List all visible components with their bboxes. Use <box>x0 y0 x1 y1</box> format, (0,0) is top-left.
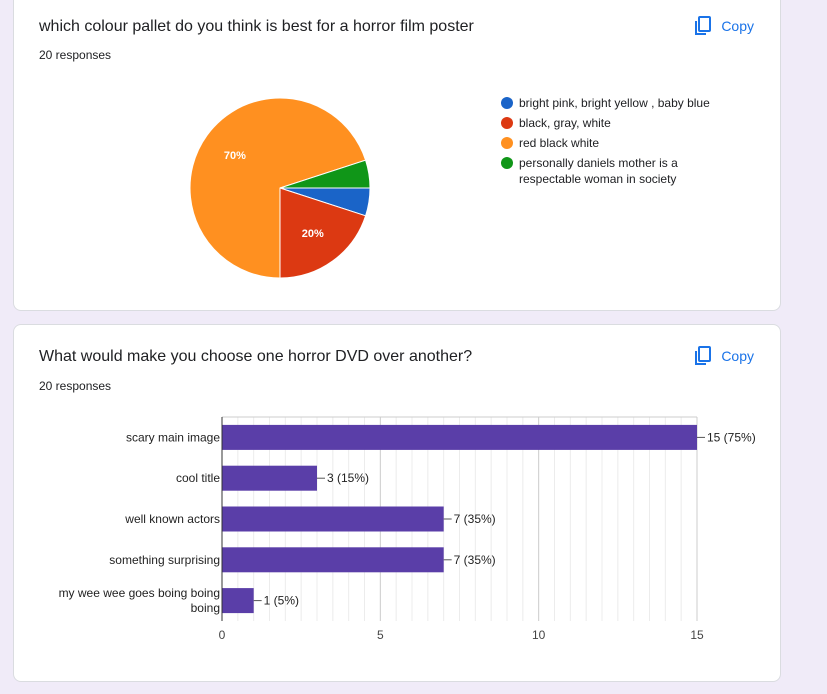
legend-item[interactable]: bright pink, bright yellow , baby blue <box>501 95 719 111</box>
pie-slice-label: 70% <box>224 150 246 162</box>
bar[interactable] <box>222 424 697 450</box>
pie-chart: 20% 70% <box>189 97 371 279</box>
bar-chart: 0 5 10 15 scary main image 15 (75%) cool title… <box>59 416 756 642</box>
legend-item[interactable]: red black white <box>501 135 719 151</box>
copy-chart-button[interactable]: Copy <box>694 16 754 36</box>
x-tick-label: 0 <box>219 628 226 642</box>
category-label: something surprising <box>109 553 220 567</box>
category-label: scary main image <box>126 430 220 444</box>
legend-item[interactable]: personally daniels mother is a respectab… <box>501 155 719 187</box>
bar[interactable] <box>222 547 444 573</box>
pie-legend: bright pink, bright yellow , baby blue bl… <box>501 95 719 191</box>
question-title: which colour pallet do you think is best… <box>39 18 474 35</box>
legend-swatch <box>501 137 513 149</box>
bar[interactable] <box>222 506 444 532</box>
question-card-dvd-choice: What would make you choose one horror DV… <box>13 324 781 682</box>
x-tick-label: 15 <box>690 628 704 642</box>
question-card-colour-pallet: which colour pallet do you think is best… <box>13 0 781 311</box>
value-label: 3 (15%) <box>327 471 369 485</box>
legend-swatch <box>501 117 513 129</box>
response-count: 20 responses <box>39 48 112 62</box>
question-title: What would make you choose one horror DV… <box>39 348 473 365</box>
copy-chart-button[interactable]: Copy <box>694 346 754 366</box>
value-label: 15 (75%) <box>707 430 756 444</box>
pie-slice[interactable] <box>189 97 367 279</box>
copy-label: Copy <box>721 348 754 364</box>
legend-label: red black white <box>519 136 600 150</box>
copy-icon <box>694 16 712 36</box>
pie-slice-label: 20% <box>302 228 324 240</box>
x-tick-label: 5 <box>377 628 384 642</box>
pie-slice[interactable] <box>279 187 367 279</box>
legend-item[interactable]: black, gray, white <box>501 115 719 131</box>
category-label: my wee wee goes boing boing boing <box>59 586 220 615</box>
category-label: cool title <box>176 471 220 485</box>
legend-label: personally daniels mother is a respectab… <box>519 156 678 186</box>
value-label: 7 (35%) <box>454 553 496 567</box>
copy-label: Copy <box>721 18 754 34</box>
legend-swatch <box>501 157 513 169</box>
response-count: 20 responses <box>39 379 112 393</box>
legend-swatch <box>501 97 513 109</box>
category-label: well known actors <box>124 512 220 526</box>
legend-label: black, gray, white <box>519 116 611 130</box>
pie-slice[interactable] <box>279 159 371 189</box>
value-label: 1 (5%) <box>264 594 299 608</box>
bar[interactable] <box>222 588 254 614</box>
legend-label: bright pink, bright yellow , baby blue <box>519 96 710 110</box>
x-tick-label: 10 <box>532 628 546 642</box>
bar[interactable] <box>222 465 317 491</box>
value-label: 7 (35%) <box>454 512 496 526</box>
copy-icon <box>694 346 712 366</box>
